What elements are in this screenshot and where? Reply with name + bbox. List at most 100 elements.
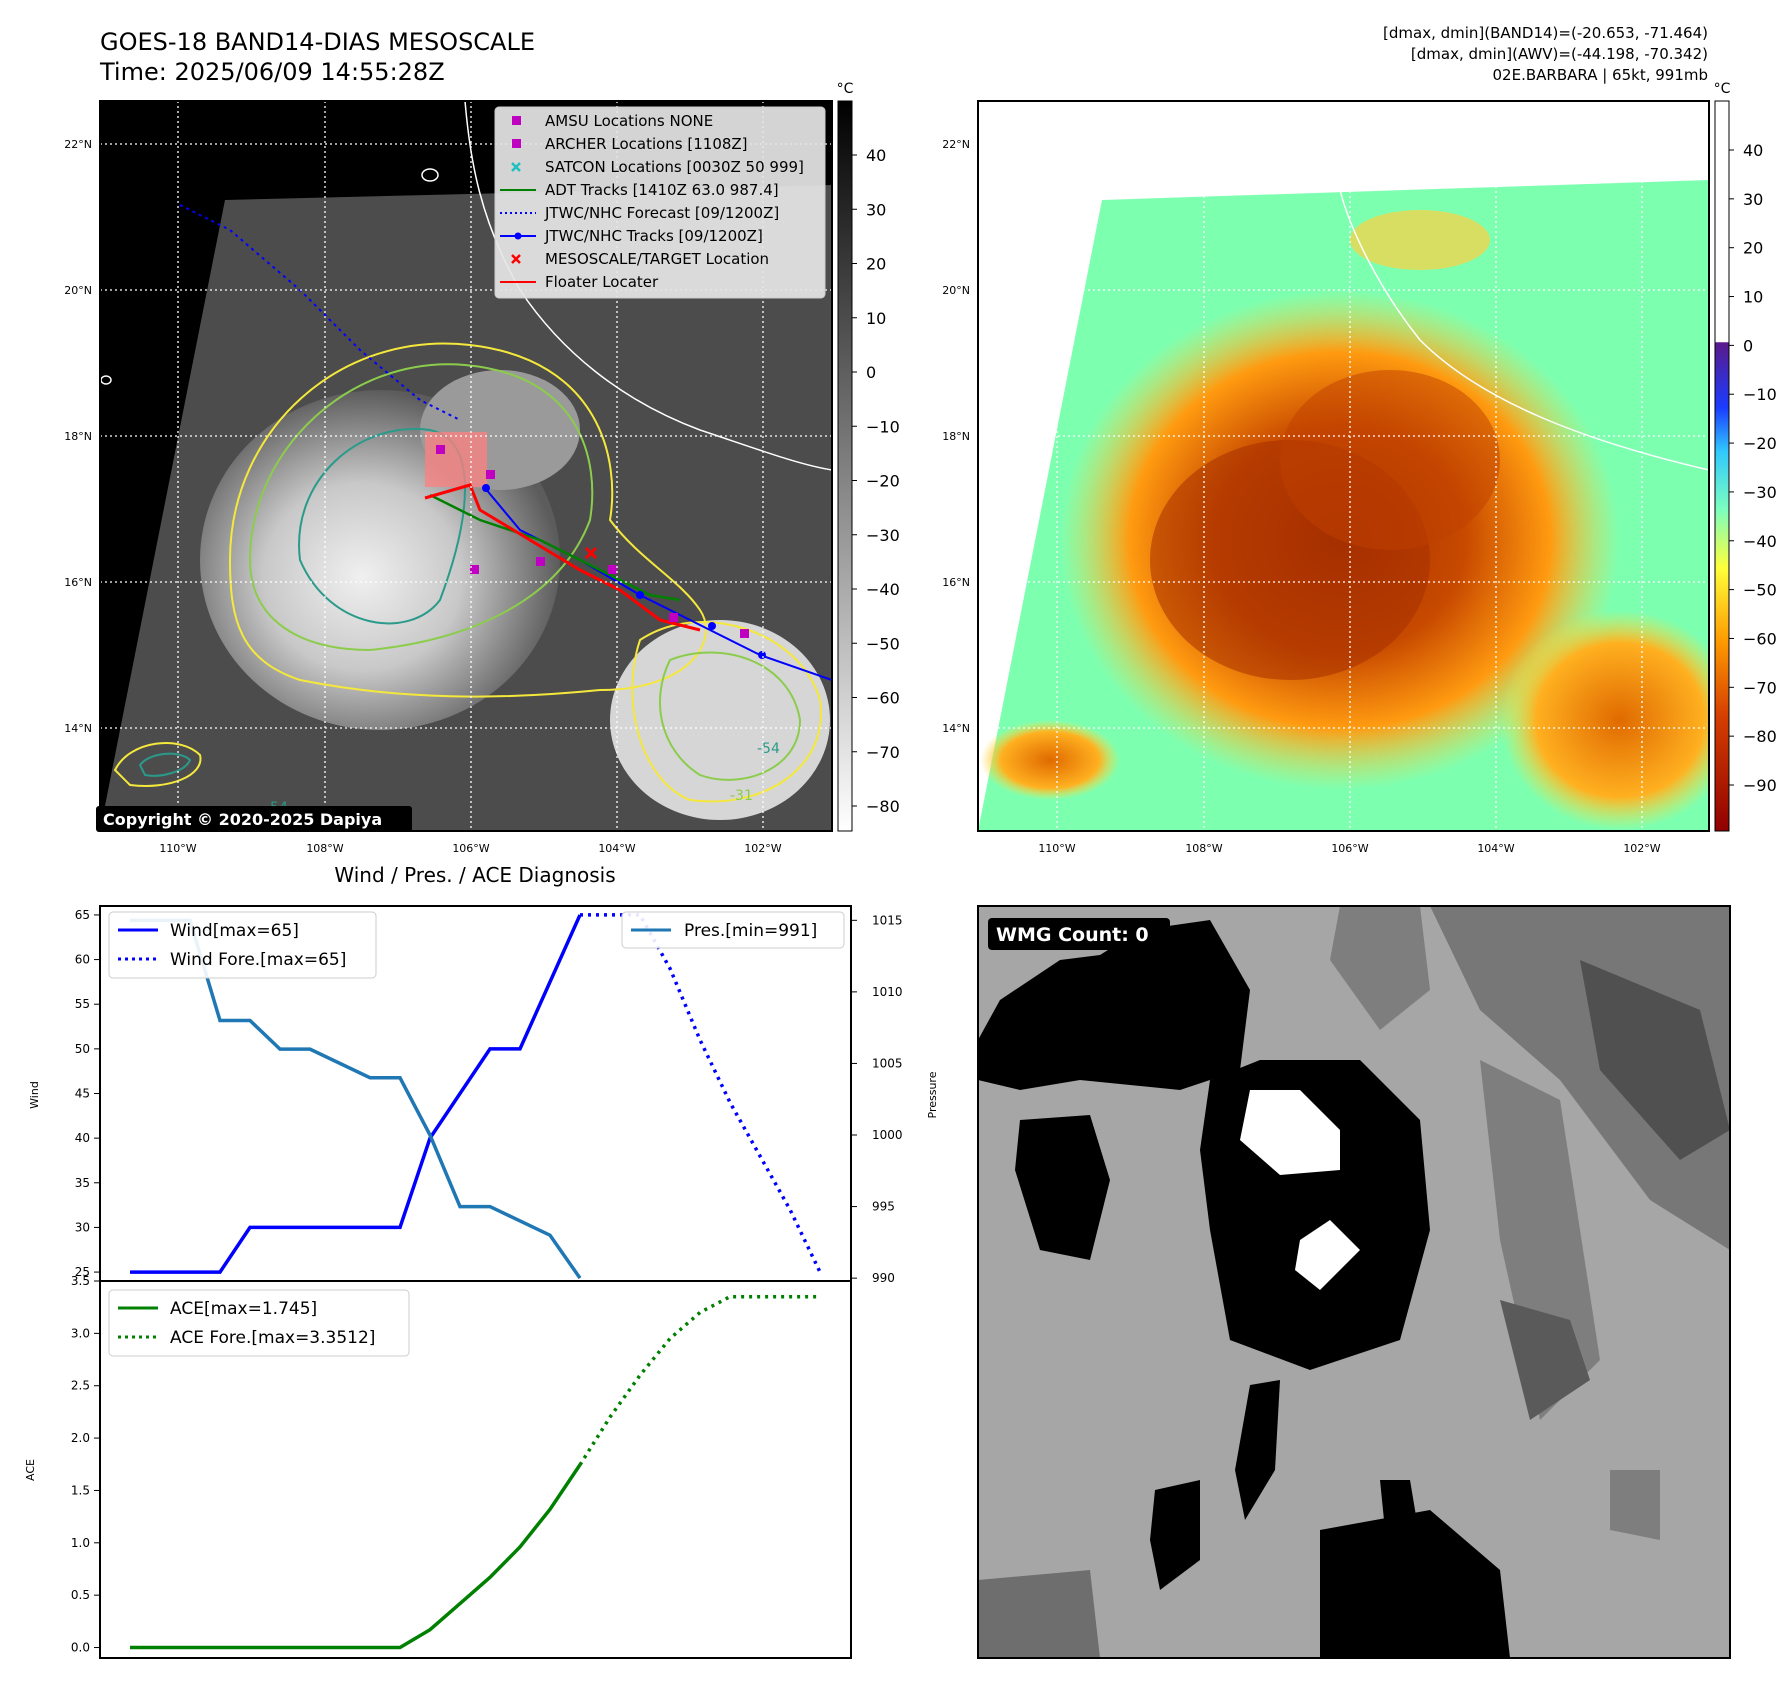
archer-marker [470, 565, 479, 574]
svg-text:110°W: 110°W [1038, 842, 1075, 855]
wind-tick-label: 65 [75, 908, 90, 922]
colorbar-tick-label: −80 [1743, 727, 1777, 746]
map-legend-label: ADT Tracks [1410Z 63.0 987.4] [545, 181, 779, 199]
svg-text:108°W: 108°W [1185, 842, 1222, 855]
svg-text:104°W: 104°W [1477, 842, 1514, 855]
svg-text:14°N: 14°N [942, 722, 970, 735]
ace-series-line-0 [130, 1463, 582, 1650]
map-legend-item: AMSU Locations NONE [512, 112, 713, 130]
svg-text:102°W: 102°W [744, 842, 781, 855]
colorbar-tick-label: 20 [1743, 239, 1763, 258]
stat-band14: [dmax, dmin](BAND14)=(-20.653, -71.464) [1383, 24, 1708, 42]
nhc-track-dot [708, 622, 716, 630]
colorbar-tick-label: 20 [866, 255, 886, 274]
archer-marker [669, 613, 678, 622]
colorbar-tick-label: −70 [866, 743, 900, 762]
nhc-track-dot [636, 591, 644, 599]
ir-lon-labels: 110°W 108°W 106°W 104°W 102°W [159, 842, 781, 855]
wind-tick-label: 50 [75, 1042, 90, 1056]
wind-tick-label: 45 [75, 1087, 90, 1101]
ace-tick-label: 3.0 [71, 1326, 90, 1340]
pressure-tick-label: 1010 [872, 985, 903, 999]
copyright-box [96, 806, 412, 832]
colorbar-tick-label: −60 [1743, 629, 1777, 648]
map-legend-label: MESOSCALE/TARGET Location [545, 250, 769, 268]
awv-gridlines [978, 101, 1709, 831]
pressure-legend: Pres.[min=991] [621, 911, 845, 949]
svg-text:18°N: 18°N [942, 430, 970, 443]
awv-lon-labels: 110°W 108°W 106°W 104°W 102°W [1038, 842, 1660, 855]
wind-axis-label: Wind [28, 1081, 41, 1109]
map-legend-item: JTWC/NHC Tracks [09/1200Z] [500, 227, 763, 245]
ace-chart: 0.0 0.5 1.0 1.5 2.0 2.5 3.0 3.5 ACE ACE[max=1.7… [24, 1274, 852, 1659]
legend-dot-icon [514, 232, 522, 240]
archer-marker [740, 629, 749, 638]
colorbar-tick-label: −70 [1743, 678, 1777, 697]
colorbar-tick-label: −90 [1743, 776, 1777, 795]
wind-tick-label: 30 [75, 1220, 90, 1234]
svg-text:20°N: 20°N [64, 284, 92, 297]
svg-text:20°N: 20°N [942, 284, 970, 297]
svg-text:102°W: 102°W [1623, 842, 1660, 855]
pressure-axis-label: Pressure [926, 1071, 939, 1118]
ace-series-line-1 [578, 1294, 820, 1466]
contour-label: -54 [757, 741, 780, 757]
map-legend-item: ARCHER Locations [1108Z] [512, 135, 748, 153]
map-legend-item: JTWC/NHC Forecast [09/1200Z] [500, 204, 779, 222]
stat-awv: [dmax, dmin](AWV)=(-44.198, -70.342) [1411, 45, 1708, 63]
wind-tick-label: 55 [75, 997, 90, 1011]
map-legend-item: MESOSCALE/TARGET Location [511, 250, 769, 268]
wind-tick-label: 35 [75, 1176, 90, 1190]
map-legend-item: Floater Locater [500, 273, 659, 291]
legend-ace-fore: ACE Fore.[max=3.3512] [170, 1328, 375, 1348]
storm-info: 02E.BARBARA | 65kt, 991mb [1493, 66, 1708, 84]
map-legend-label: Floater Locater [545, 273, 659, 291]
archer-marker [436, 445, 445, 454]
colorbar-unit: °C [1714, 81, 1731, 97]
svg-text:14°N: 14°N [64, 722, 92, 735]
wind-tick-label: 60 [75, 953, 90, 967]
map-legend-label: SATCON Locations [0030Z 50 999] [545, 158, 804, 176]
ace-tick-label: 0.5 [71, 1588, 90, 1602]
ace-tick-label: 3.5 [71, 1274, 90, 1288]
awv-map-panel: 22°N 20°N 18°N 16°N 14°N 110°W 108°W 106… [942, 100, 1710, 855]
pressure-tick-label: 995 [872, 1200, 895, 1214]
colorbar-tick-label: 40 [1743, 141, 1763, 160]
awv-lat-labels: 22°N 20°N 18°N 16°N 14°N [942, 138, 970, 735]
ace-tick-label: 1.5 [71, 1483, 90, 1497]
wind-tick-label: 40 [75, 1131, 90, 1145]
colorbar-tick-label: 30 [866, 200, 886, 219]
svg-text:104°W: 104°W [598, 842, 635, 855]
svg-text:16°N: 16°N [942, 576, 970, 589]
svg-text:108°W: 108°W [306, 842, 343, 855]
series-line-0 [130, 914, 582, 1274]
colorbar-tick-label: 40 [866, 146, 886, 165]
ir-map-panel: -54 -31 -54 [64, 100, 833, 855]
pressure-tick-label: 990 [872, 1271, 895, 1285]
wmg-panel: WMG Count: 0 [977, 905, 1731, 1659]
map-legend-item: ADT Tracks [1410Z 63.0 987.4] [500, 181, 779, 199]
target-marker [584, 546, 598, 560]
map-legend-label: ARCHER Locations [1108Z] [545, 135, 748, 153]
floater-box [425, 432, 487, 487]
colorbar-tick-label: −10 [1743, 385, 1777, 404]
svg-text:16°N: 16°N [64, 576, 92, 589]
diagnosis-title: Wind / Pres. / ACE Diagnosis [334, 863, 615, 887]
nhc-track-dot [758, 651, 766, 659]
colorbar-unit: °C [837, 81, 854, 97]
map-legend-label: JTWC/NHC Forecast [09/1200Z] [544, 204, 779, 222]
colorbar-tick-label: −40 [866, 580, 900, 599]
figure-title: GOES-18 BAND14-DIAS MESOSCALE [100, 28, 535, 56]
map-legend-item: SATCON Locations [0030Z 50 999] [511, 158, 804, 176]
map-legend-label: AMSU Locations NONE [545, 112, 713, 130]
svg-text:110°W: 110°W [159, 842, 196, 855]
legend-square-icon [512, 116, 521, 125]
colorbar-tick-label: 0 [866, 363, 876, 382]
colorbar-tick-label: −40 [1743, 532, 1777, 551]
svg-text:22°N: 22°N [942, 138, 970, 151]
series-line-2 [130, 918, 582, 1280]
legend-pressure: Pres.[min=991] [684, 921, 817, 941]
wind-pressure-chart: 25 30 35 40 45 50 55 60 65 990 995 1000 1005 1010 101… [28, 905, 939, 1285]
archer-marker [608, 565, 617, 574]
legend-x-icon [511, 254, 521, 264]
